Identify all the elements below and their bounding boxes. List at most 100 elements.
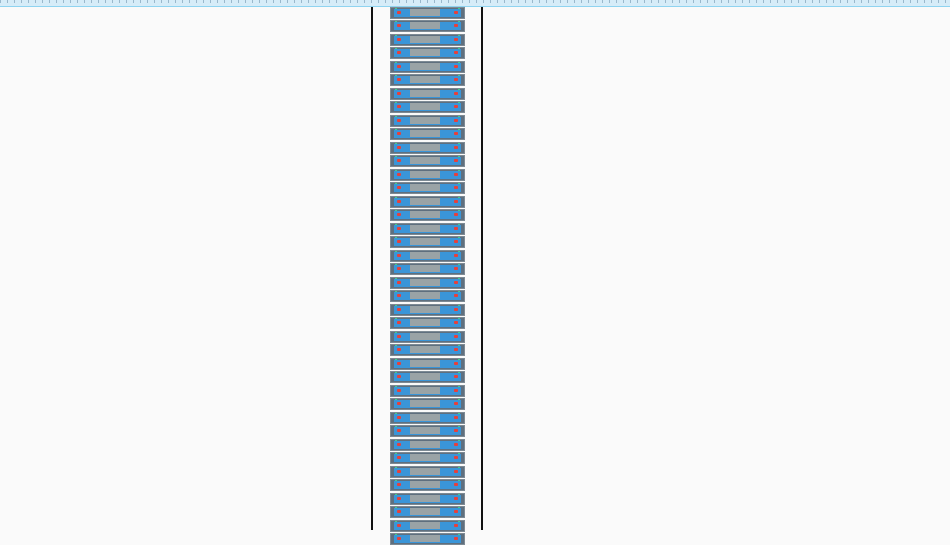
rack-server-unit[interactable]	[390, 317, 465, 329]
rack-server-unit[interactable]	[390, 466, 465, 478]
status-led-icon	[397, 281, 401, 284]
rail-marker-icon	[458, 278, 460, 279]
status-led-icon	[454, 267, 458, 270]
status-led-icon	[397, 24, 401, 27]
server-label-plate	[410, 117, 440, 124]
status-led-icon	[454, 159, 458, 162]
rail-marker-icon	[395, 143, 397, 144]
server-label-plate	[410, 522, 440, 529]
rack-server-unit[interactable]	[390, 7, 465, 19]
rack-server-unit[interactable]	[390, 196, 465, 208]
rack-server-unit[interactable]	[390, 493, 465, 505]
rail-marker-icon	[458, 183, 460, 184]
status-led-icon	[397, 294, 401, 297]
server-label-plate	[410, 279, 440, 286]
rack-server-unit[interactable]	[390, 520, 465, 532]
rack-server-unit[interactable]	[390, 439, 465, 451]
rack-server-unit[interactable]	[390, 263, 465, 275]
status-led-icon	[397, 213, 401, 216]
rack-server-unit[interactable]	[390, 277, 465, 289]
rack-server-unit[interactable]	[390, 74, 465, 86]
rail-marker-icon	[458, 453, 460, 454]
server-label-plate	[410, 427, 440, 434]
rack-server-unit[interactable]	[390, 331, 465, 343]
rack-server-unit[interactable]	[390, 115, 465, 127]
rail-marker-icon	[458, 48, 460, 49]
status-led-icon	[397, 497, 401, 500]
rail-marker-icon	[458, 480, 460, 481]
status-led-icon	[454, 65, 458, 68]
rack-server-unit[interactable]	[390, 385, 465, 397]
status-led-icon	[454, 483, 458, 486]
status-led-icon	[397, 159, 401, 162]
status-led-icon	[397, 119, 401, 122]
server-label-plate	[410, 90, 440, 97]
rail-marker-icon	[395, 102, 397, 103]
rail-marker-icon	[395, 332, 397, 333]
rail-marker-icon	[395, 359, 397, 360]
server-label-plate	[410, 238, 440, 245]
rail-marker-icon	[458, 399, 460, 400]
rail-marker-icon	[395, 534, 397, 535]
rail-marker-icon	[395, 89, 397, 90]
rack-server-unit[interactable]	[390, 452, 465, 464]
rack-server-unit[interactable]	[390, 128, 465, 140]
status-led-icon	[454, 537, 458, 540]
status-led-icon	[397, 456, 401, 459]
rail-marker-icon	[458, 440, 460, 441]
status-led-icon	[454, 213, 458, 216]
rack-server-unit[interactable]	[390, 182, 465, 194]
rail-marker-icon	[458, 35, 460, 36]
server-label-plate	[410, 265, 440, 272]
server-label-plate	[410, 508, 440, 515]
rack-server-unit[interactable]	[390, 479, 465, 491]
status-led-icon	[454, 470, 458, 473]
rack-server-unit[interactable]	[390, 88, 465, 100]
rail-marker-icon	[395, 413, 397, 414]
status-led-icon	[454, 11, 458, 14]
rail-marker-icon	[395, 251, 397, 252]
rack-server-unit[interactable]	[390, 47, 465, 59]
status-led-icon	[397, 348, 401, 351]
rack-server-unit[interactable]	[390, 412, 465, 424]
rack-server-unit[interactable]	[390, 398, 465, 410]
rack-server-unit[interactable]	[390, 236, 465, 248]
rack-server-unit[interactable]	[390, 209, 465, 221]
rack-server-unit[interactable]	[390, 425, 465, 437]
server-label-plate	[410, 292, 440, 299]
server-label-plate	[410, 333, 440, 340]
status-led-icon	[454, 51, 458, 54]
rack-server-unit[interactable]	[390, 533, 465, 545]
rail-marker-icon	[458, 507, 460, 508]
rack-server-unit[interactable]	[390, 20, 465, 32]
status-led-icon	[454, 78, 458, 81]
rack-server-unit[interactable]	[390, 371, 465, 383]
rail-marker-icon	[458, 426, 460, 427]
rack-server-unit[interactable]	[390, 344, 465, 356]
status-led-icon	[397, 65, 401, 68]
rail-marker-icon	[395, 467, 397, 468]
rail-marker-icon	[458, 102, 460, 103]
status-led-icon	[454, 254, 458, 257]
server-label-plate	[410, 130, 440, 137]
rack-server-unit[interactable]	[390, 169, 465, 181]
rack-server-unit[interactable]	[390, 142, 465, 154]
rack-server-unit[interactable]	[390, 61, 465, 73]
status-led-icon	[454, 227, 458, 230]
status-led-icon	[397, 537, 401, 540]
rack-server-unit[interactable]	[390, 223, 465, 235]
rail-marker-icon	[458, 494, 460, 495]
rail-marker-icon	[395, 210, 397, 211]
rack-server-unit[interactable]	[390, 358, 465, 370]
rack-server-unit[interactable]	[390, 155, 465, 167]
rail-marker-icon	[395, 62, 397, 63]
rail-marker-icon	[395, 426, 397, 427]
rack-server-unit[interactable]	[390, 34, 465, 46]
server-label-plate	[410, 454, 440, 461]
rack-server-unit[interactable]	[390, 101, 465, 113]
rack-server-unit[interactable]	[390, 290, 465, 302]
rack-server-unit[interactable]	[390, 250, 465, 262]
server-label-plate	[410, 400, 440, 407]
rack-server-unit[interactable]	[390, 304, 465, 316]
rack-server-unit[interactable]	[390, 506, 465, 518]
